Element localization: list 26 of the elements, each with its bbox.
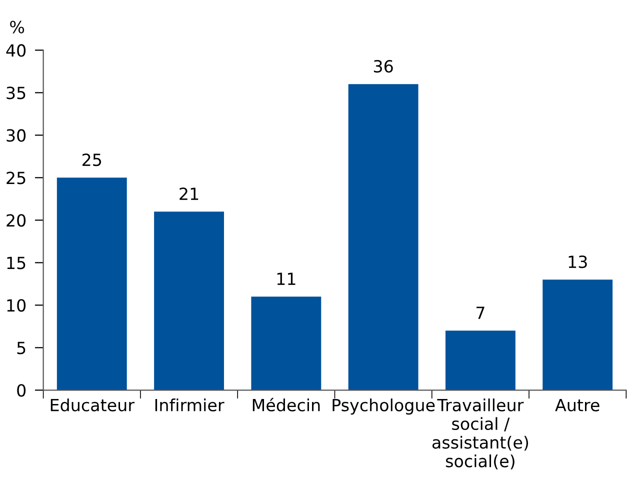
bar bbox=[56, 178, 127, 390]
y-tick-label: 0 bbox=[17, 384, 26, 397]
data-label: 7 bbox=[476, 306, 484, 319]
y-tick-label: 10 bbox=[7, 299, 26, 312]
x-tick-label: Médecin bbox=[252, 398, 320, 412]
bar bbox=[445, 330, 516, 390]
x-tick-label: Educateur bbox=[50, 398, 135, 412]
y-tick-label: 30 bbox=[6, 129, 26, 142]
bar bbox=[542, 280, 613, 390]
data-label: 21 bbox=[180, 188, 198, 200]
x-tick-label: Infirmier bbox=[155, 398, 224, 412]
y-tick-label: 25 bbox=[6, 172, 26, 184]
bar bbox=[251, 296, 322, 390]
y-tick-label: 35 bbox=[6, 86, 26, 100]
y-axis-title: % bbox=[10, 20, 24, 34]
y-tick-label: 20 bbox=[6, 214, 26, 227]
y-tick-label: 5 bbox=[17, 342, 26, 354]
y-tick-label: 40 bbox=[6, 44, 26, 57]
data-label: 36 bbox=[374, 60, 393, 73]
data-label: 13 bbox=[568, 255, 587, 268]
data-label: 11 bbox=[277, 272, 296, 285]
data-label: 25 bbox=[82, 154, 102, 166]
bar bbox=[348, 84, 418, 390]
y-tick-label: 15 bbox=[7, 256, 26, 270]
bar bbox=[154, 212, 224, 390]
x-tick-label: Autre bbox=[555, 399, 600, 412]
